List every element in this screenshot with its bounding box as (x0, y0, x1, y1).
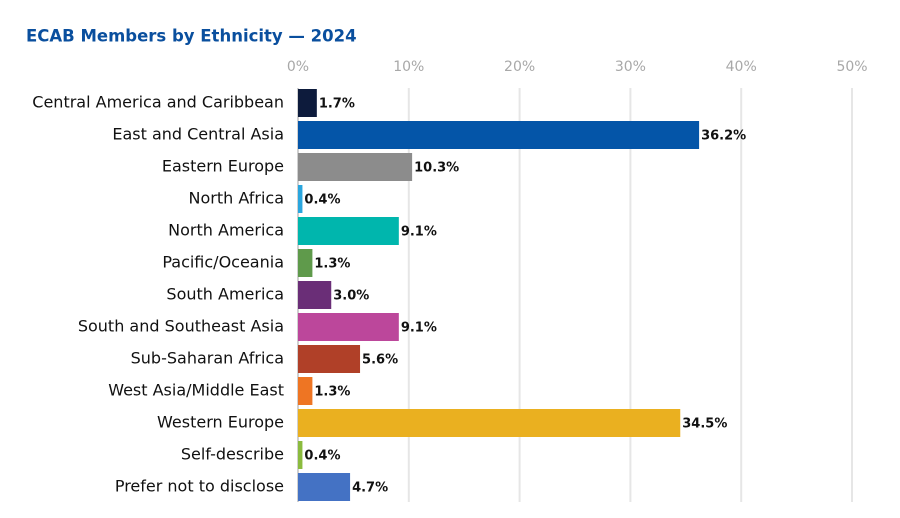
value-label: 1.3% (314, 257, 350, 272)
chart-title: ECAB Members by Ethnicity — 2024 (26, 27, 357, 46)
value-label: 9.1% (401, 225, 437, 240)
value-label: 0.4% (304, 449, 340, 464)
bar (298, 121, 700, 149)
value-label: 4.7% (352, 481, 388, 496)
y-tick-label: Self-describe (181, 445, 284, 464)
y-tick-label: Western Europe (157, 413, 284, 432)
y-tick-label: North Africa (189, 189, 284, 208)
y-tick-label: South America (166, 285, 284, 304)
value-label: 10.3% (414, 161, 459, 176)
bar (298, 473, 351, 501)
x-tick-label: 40% (726, 59, 757, 75)
y-tick-label: West Asia/Middle East (108, 381, 284, 400)
bar (298, 441, 303, 469)
y-tick-label: South and Southeast Asia (78, 317, 284, 336)
value-label: 36.2% (701, 129, 746, 144)
value-label: 9.1% (401, 321, 437, 336)
bar (298, 345, 361, 373)
y-tick-label: East and Central Asia (112, 125, 284, 144)
x-tick-label: 50% (836, 59, 867, 75)
y-tick-label: Central America and Caribbean (32, 93, 284, 112)
y-tick-label: North America (168, 221, 284, 240)
bar (298, 89, 317, 117)
bar (298, 409, 681, 437)
value-label: 1.7% (319, 97, 355, 112)
value-label: 0.4% (304, 193, 340, 208)
bar (298, 377, 313, 405)
bar (298, 249, 313, 277)
bar (298, 217, 399, 245)
value-label: 5.6% (362, 353, 398, 368)
bar (298, 281, 332, 309)
x-tick-label: 0% (287, 59, 309, 75)
y-tick-label: Pacific/Oceania (162, 253, 284, 272)
bar (298, 313, 399, 341)
bar (298, 153, 413, 181)
x-tick-label: 30% (615, 59, 646, 75)
value-label: 34.5% (682, 417, 727, 432)
x-tick-label: 10% (393, 59, 424, 75)
y-tick-label: Sub-Saharan Africa (131, 349, 284, 368)
y-tick-label: Prefer not to disclose (115, 477, 284, 496)
bar (298, 185, 303, 213)
y-tick-label: Eastern Europe (162, 157, 284, 176)
x-tick-label: 20% (504, 59, 535, 75)
value-label: 1.3% (314, 385, 350, 400)
value-label: 3.0% (333, 289, 369, 304)
